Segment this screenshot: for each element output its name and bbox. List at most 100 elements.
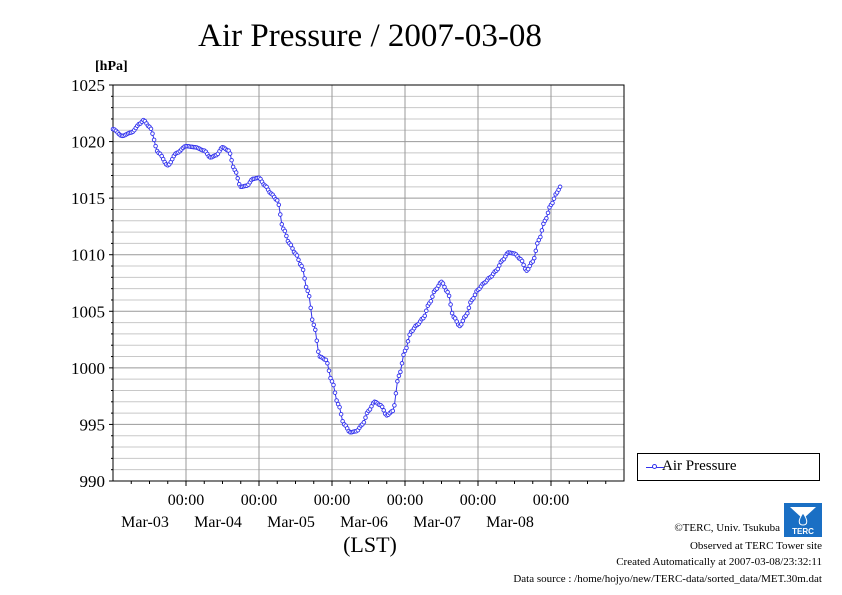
data-point	[405, 339, 411, 344]
data-point	[284, 233, 289, 239]
chart-title: Air Pressure / 2007-03-08	[198, 18, 542, 54]
data-point	[430, 294, 435, 299]
data-point	[306, 293, 312, 299]
y-tick-label: 990	[80, 472, 106, 491]
data-point	[278, 212, 283, 217]
data-point	[308, 305, 313, 311]
data-point	[150, 131, 155, 136]
data-point	[151, 137, 157, 143]
data-point	[521, 262, 526, 268]
data-point	[282, 228, 288, 234]
data-point	[329, 379, 335, 384]
data-point	[442, 284, 447, 290]
data-point	[466, 305, 472, 311]
data-point	[404, 345, 409, 351]
y-tick-label: 1020	[71, 133, 105, 152]
data-point	[551, 196, 557, 201]
x-axis-label: (LST)	[343, 532, 397, 557]
data-point	[472, 292, 478, 298]
data-point	[325, 361, 330, 366]
axes: 990 995 1000 1005 1010 1015 1020 1025 00:00 Mar-0…	[71, 76, 625, 531]
data-point	[279, 222, 285, 227]
data-point	[303, 284, 309, 290]
y-tick-label: 1005	[71, 302, 105, 321]
x-tick-time-label: 00:00	[241, 492, 277, 509]
data-series	[110, 117, 563, 435]
data-point	[290, 246, 295, 251]
x-tick-date-label: Mar-07	[413, 514, 461, 531]
data-point	[299, 263, 304, 269]
data-point	[393, 391, 399, 396]
data-point	[401, 352, 406, 358]
data-point	[338, 411, 344, 417]
data-point	[363, 415, 368, 420]
legend: Air Pressure	[637, 453, 820, 481]
logo-text: TERC	[792, 527, 814, 536]
data-point	[544, 216, 549, 221]
data-point	[294, 253, 300, 258]
x-tick-time-label: 00:00	[168, 492, 204, 509]
data-point	[235, 176, 240, 181]
data-point	[229, 157, 234, 163]
y-tick-label: 1015	[71, 189, 105, 208]
data-point	[448, 302, 453, 307]
data-point	[314, 338, 320, 343]
data-point	[309, 317, 315, 322]
data-point	[495, 266, 501, 272]
y-tick-label: 1000	[71, 359, 105, 378]
x-tick-date-label: Mar-06	[340, 514, 388, 531]
data-point	[446, 293, 452, 299]
data-point	[471, 296, 476, 301]
data-point	[148, 126, 154, 132]
x-tick-time-label: 00:00	[314, 492, 350, 509]
data-point	[538, 234, 543, 240]
data-point	[276, 202, 282, 208]
data-point	[381, 408, 386, 413]
data-point	[399, 361, 405, 366]
data-point	[424, 308, 429, 313]
data-point	[361, 420, 367, 425]
data-point	[497, 263, 502, 268]
data-point	[288, 242, 294, 248]
data-point	[428, 298, 434, 304]
x-tick-date-label: Mar-05	[267, 514, 315, 531]
data-point	[557, 184, 563, 190]
data-point	[533, 248, 539, 254]
data-point	[532, 255, 537, 261]
data-point	[390, 408, 396, 414]
data-point	[275, 198, 280, 203]
data-point	[449, 310, 455, 316]
x-tick-time-label: 00:00	[460, 492, 496, 509]
data-point	[227, 151, 233, 156]
data-point	[337, 404, 342, 410]
y-axis-label: [hPa]	[95, 59, 128, 74]
data-point	[465, 311, 470, 316]
data-point	[296, 257, 301, 263]
x-tick-date-label: Mar-03	[121, 514, 169, 531]
data-point	[460, 318, 466, 324]
data-point	[459, 322, 464, 327]
data-point	[331, 382, 336, 388]
x-tick-date-label: Mar-04	[194, 514, 242, 531]
data-point	[519, 258, 525, 264]
data-point	[300, 267, 306, 273]
grid-lines	[113, 85, 624, 481]
legend-marker-icon	[652, 464, 657, 469]
data-point	[422, 313, 428, 319]
y-tick-label: 1010	[71, 246, 105, 265]
data-point	[440, 281, 446, 286]
y-tick-label: 995	[80, 415, 106, 434]
data-point	[305, 288, 310, 294]
x-tick-time-label: 00:00	[387, 492, 423, 509]
data-point	[153, 143, 158, 149]
data-point	[326, 368, 332, 373]
data-point	[311, 322, 317, 328]
data-point	[395, 379, 400, 384]
y-tick-label: 1025	[71, 76, 105, 95]
data-point	[550, 200, 555, 206]
data-point	[302, 276, 307, 281]
legend-label: Air Pressure	[662, 458, 737, 474]
data-point	[334, 398, 339, 403]
data-point	[445, 289, 450, 295]
